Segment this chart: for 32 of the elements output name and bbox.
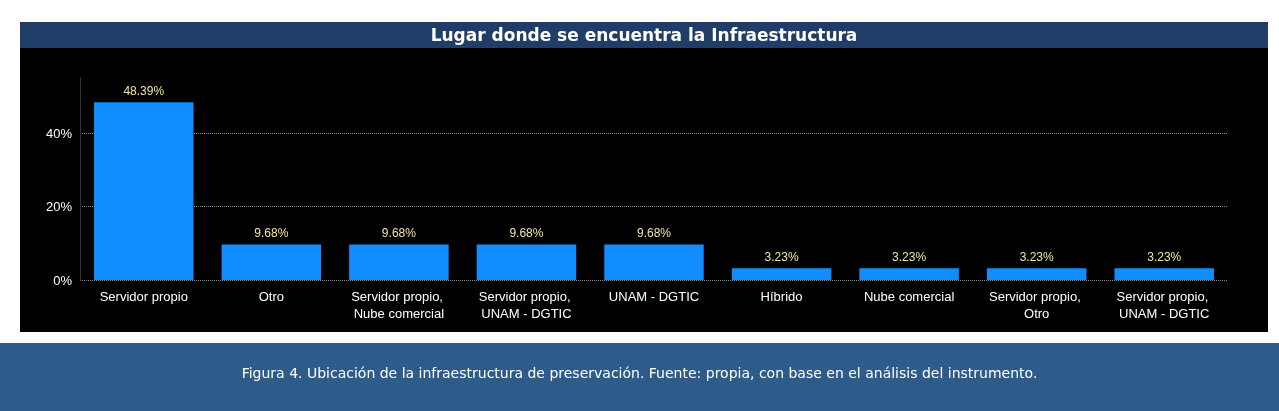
data-label: 3.23%: [1019, 250, 1055, 265]
text: Figura 4. Ubicación de la infraestructura de preservación. Fuente: propia, con base en el análisis del instrumento.: [0, 343, 1279, 411]
y-tick-label: 20%: [45, 199, 73, 215]
data-label: 48.39%: [123, 84, 165, 99]
bar: [731, 268, 832, 280]
y-tick-label: 40%: [45, 125, 73, 141]
data-label: 9.68%: [509, 226, 544, 241]
bar: [94, 102, 194, 280]
data-label: 3.23%: [892, 250, 927, 265]
bar: [604, 244, 704, 280]
bar: [349, 244, 449, 280]
x-tick-label: Servidor propio, Otro: [988, 289, 1085, 321]
x-tick-label: UNAM - DGTIC: [608, 289, 700, 304]
bar: [1114, 268, 1214, 280]
x-tick-label: Nube comercial: [863, 289, 955, 304]
data-label: 9.68%: [636, 226, 672, 241]
x-tick-label: Servidor propio, Nube comercial: [351, 289, 447, 321]
x-tick-label: Otro: [258, 289, 284, 304]
data-label: 3.23%: [764, 250, 799, 265]
bar: [221, 244, 322, 280]
bar: [859, 268, 959, 280]
chart-title: Lugar donde se encuentra la Infraestructura: [20, 22, 1268, 48]
x-tick-label: Servidor propio, UNAM - DGTIC: [478, 289, 575, 321]
data-label: 9.68%: [254, 226, 289, 241]
x-tick-label: Híbrido: [760, 289, 803, 304]
bar: [986, 268, 1087, 280]
y-tick-label: 0%: [53, 272, 73, 288]
data-label: 9.68%: [381, 226, 417, 241]
bar: [476, 244, 577, 280]
x-tick-label: Servidor propio, UNAM - DGTIC: [1116, 289, 1212, 321]
data-label: 3.23%: [1147, 250, 1182, 265]
x-tick-label: Servidor propio: [99, 289, 188, 304]
